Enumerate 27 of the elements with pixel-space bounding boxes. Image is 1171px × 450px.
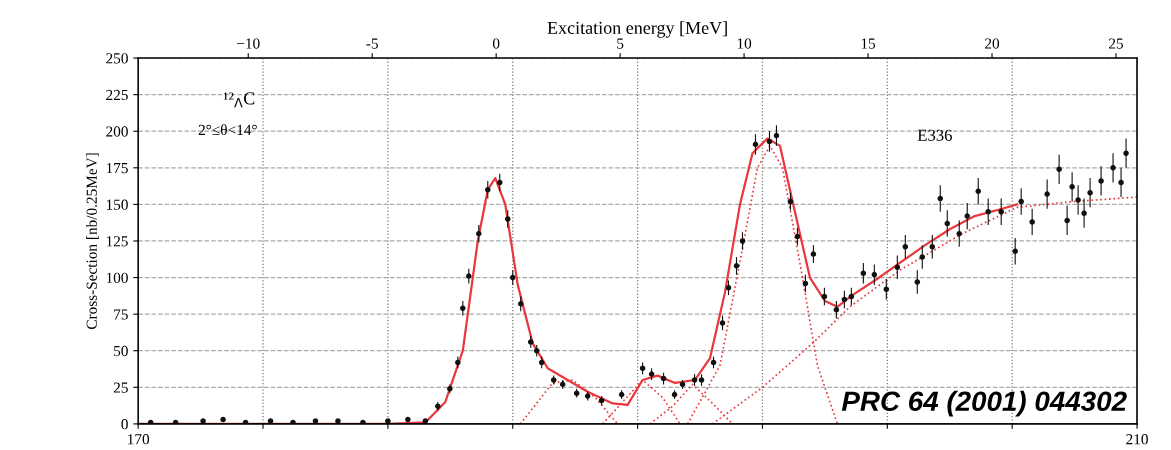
annotation: PRC 64 (2001) 044302	[841, 390, 1127, 417]
x-tick-label: 170	[128, 434, 150, 445]
x2-tick-label: 0	[492, 38, 500, 49]
x2-tick-label: 5	[617, 38, 624, 49]
y-tick-label: 250	[106, 53, 128, 64]
y-tick-label: 75	[114, 309, 128, 320]
y-tick-label: 150	[106, 199, 128, 210]
y-tick-label: 200	[106, 126, 128, 137]
y-tick-label: 225	[106, 89, 128, 101]
x2-tick-label: −10	[237, 38, 260, 49]
annotation: ¹²$_{Λ}$C	[223, 92, 255, 108]
x2-tick-label: 10	[737, 38, 752, 49]
y-tick-label: 100	[106, 272, 128, 284]
x2-tick-label: -5	[366, 38, 378, 49]
y-tick-label: 25	[113, 382, 128, 393]
annotation: 2°≤θ<14°	[198, 124, 257, 136]
y-axis-title: Cross-Section [nb/0.25MeV]	[86, 153, 99, 330]
x2-axis-title: Excitation energy [MeV]	[547, 21, 727, 38]
annotation: E336	[917, 129, 952, 141]
y-tick-label: 125	[106, 236, 128, 247]
x-tick-label: 210	[1126, 434, 1148, 445]
x2-tick-label: 25	[1109, 38, 1124, 49]
y-tick-label: 0	[121, 419, 128, 430]
x2-tick-label: 20	[985, 38, 1000, 49]
y-tick-label: 50	[114, 345, 128, 357]
x2-tick-label: 15	[861, 38, 876, 49]
y-tick-label: 175	[106, 163, 128, 174]
